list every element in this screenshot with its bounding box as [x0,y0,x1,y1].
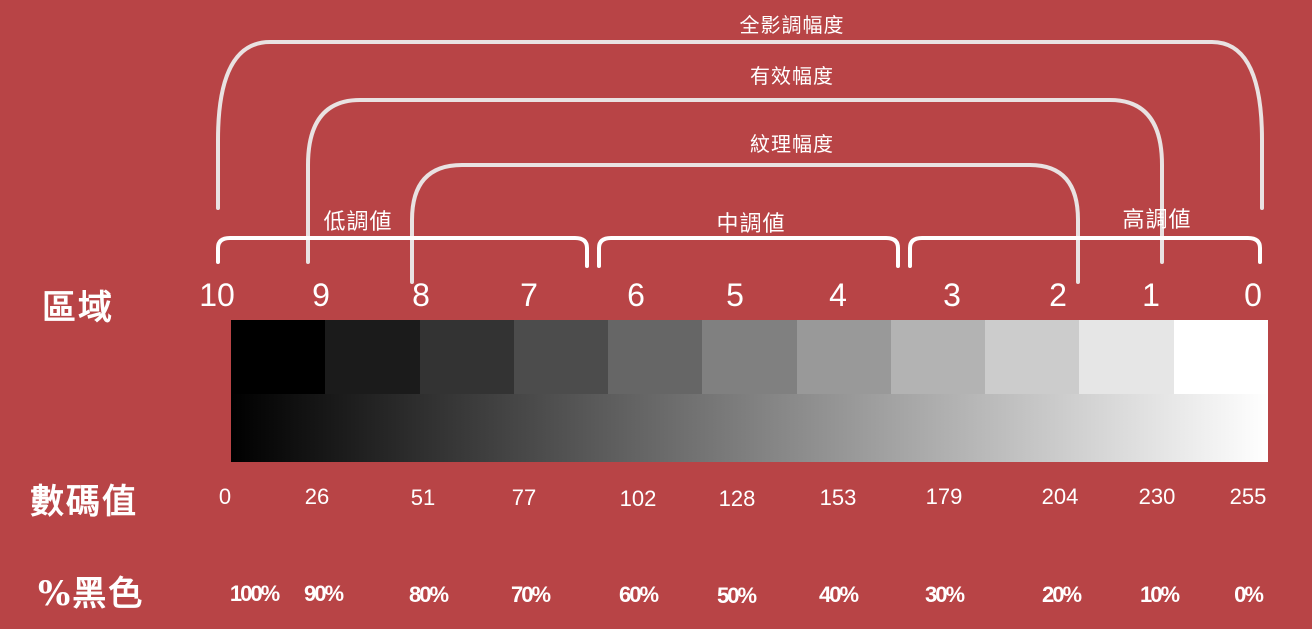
zone-step [513,320,609,394]
full-range-label: 全影調幅度 [739,13,845,37]
full-range-arc [216,40,1264,210]
black-percent: 90% [303,581,344,606]
zone-number: 1 [1142,277,1160,313]
zone-number: 6 [627,277,645,313]
mid-tone-label: 中調値 [716,212,786,237]
black-percent: 10% [1139,582,1180,607]
digital-value: 77 [511,485,537,510]
zone-step [325,320,420,394]
continuous-gradient [231,394,1268,462]
zone-step [608,320,703,394]
zone-step [1079,320,1174,394]
effective-range-arc [306,98,1164,264]
black-percent: 40% [818,582,859,607]
zone-step [419,320,514,394]
zone-number: 10 [199,277,235,313]
texture-range-arc [410,163,1080,284]
zone-row-label: 區域 [42,288,114,328]
zone-number: 4 [829,277,847,313]
digital-value: 26 [304,484,330,509]
high-tone-label: 高調値 [1122,208,1192,233]
zone-step [985,320,1080,394]
black-percent: 80% [408,582,449,607]
digital-value: 255 [1229,484,1267,509]
black-percent: 100% [229,581,280,606]
black-percent: 30% [924,582,965,607]
black-percent: 0% [1234,582,1264,607]
texture-range-label: 紋理幅度 [750,132,834,156]
black-percent-row-label: %黑色 [38,574,145,614]
zone-step [890,320,986,394]
digital-value: 230 [1138,484,1176,509]
zone-step [231,320,326,394]
digital-value-row-label: 數碼值 [30,482,138,522]
low-tone-label: 低調値 [323,210,393,235]
black-percent: 60% [618,582,659,607]
high-tone-bracket [908,236,1262,268]
zone-number: 2 [1049,277,1067,313]
zone-number: 3 [943,277,961,313]
zone-number: 5 [726,277,744,313]
black-percent: 20% [1041,582,1082,607]
zone-number: 0 [1244,277,1262,313]
black-percent: 70% [510,582,551,607]
mid-tone-bracket [597,236,900,268]
digital-value: 102 [619,486,657,511]
digital-value: 179 [925,484,963,509]
digital-value: 51 [410,485,436,510]
zone-number: 7 [520,277,538,313]
zone-number: 9 [312,277,330,313]
digital-value: 204 [1041,484,1079,509]
low-tone-bracket [216,236,589,268]
zone-step [796,320,891,394]
zone-step-wedge [231,320,1268,394]
zone-step [702,320,797,394]
digital-value: 128 [718,486,756,511]
digital-value: 153 [819,485,857,510]
zone-step [1173,320,1268,394]
black-percent: 50% [716,583,757,608]
digital-value: 0 [218,484,232,509]
effective-range-label: 有效幅度 [750,64,834,88]
zone-number: 8 [412,277,430,313]
